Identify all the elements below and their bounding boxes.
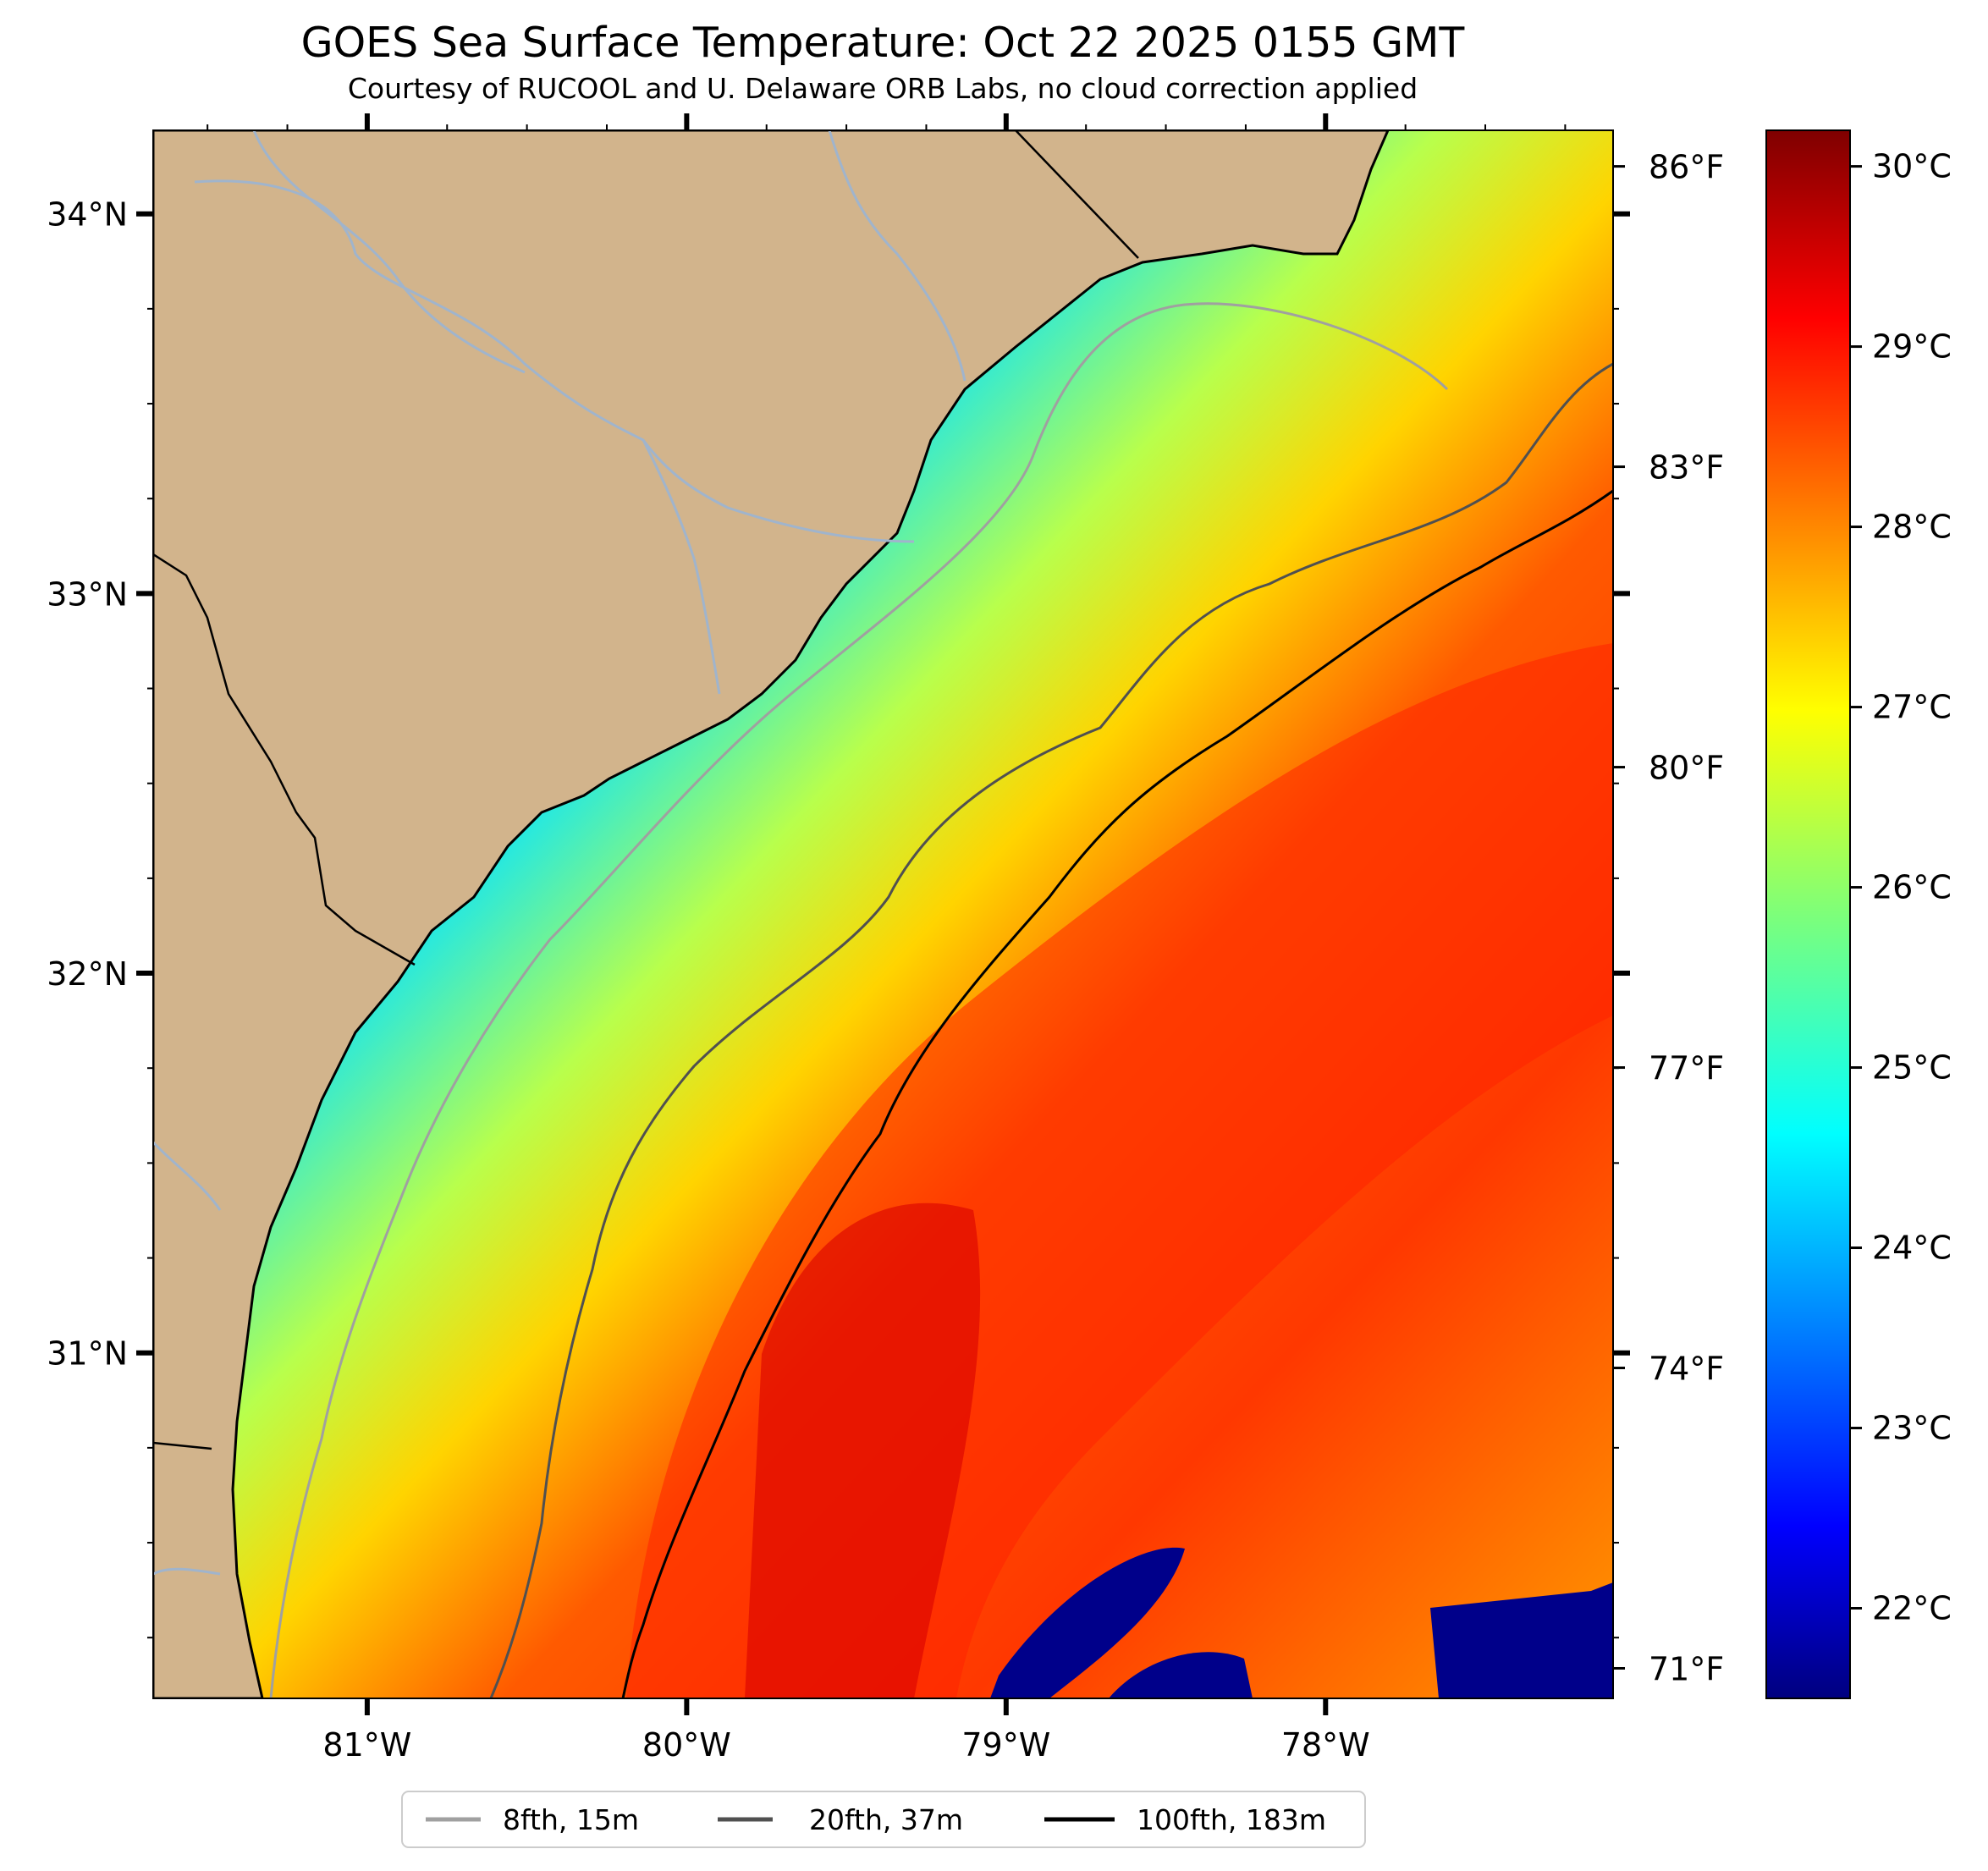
fahrenheit-tick-label: 77°F — [1649, 1050, 1724, 1087]
land-mass — [153, 130, 1390, 1698]
celsius-scale: 30°C 29°C 28°C 27°C 26°C 25°C 24°C 23°C 22°C — [1850, 148, 1952, 1627]
cold-patch-south-2 — [1109, 1652, 1253, 1698]
colorbar-tick-label: 28°C — [1872, 509, 1952, 546]
colorbar-tick-label: 23°C — [1872, 1410, 1952, 1447]
colorbar-tick-label: 30°C — [1872, 148, 1952, 185]
colorbar-tick-label: 27°C — [1872, 689, 1952, 726]
lon-tick-label: 79°W — [961, 1726, 1050, 1764]
colorbar — [1765, 129, 1851, 1699]
contour-20fth — [489, 362, 1613, 1698]
figure-title: GOES Sea Surface Temperature: Oct 22 202… — [301, 19, 1466, 67]
lon-tick-label: 80°W — [642, 1726, 731, 1764]
fahrenheit-tick-label: 74°F — [1649, 1351, 1724, 1388]
fahrenheit-tick-label: 71°F — [1649, 1651, 1724, 1688]
colorbar-tick-label: 29°C — [1872, 328, 1952, 366]
contour-8fth — [269, 302, 1449, 1698]
lat-tick-label: 32°N — [47, 955, 128, 993]
cold-patch-southeast — [1430, 1582, 1613, 1698]
lon-tick-labels: 81°W 80°W 79°W 78°W — [322, 1726, 1369, 1764]
state-border-ga-fl — [153, 1441, 212, 1450]
warm-eddy — [745, 1202, 981, 1698]
cold-patch-south — [990, 1547, 1185, 1698]
state-border-sc-ga — [153, 553, 416, 966]
map-frame — [152, 129, 1614, 1699]
colorbar-tick-label: 24°C — [1872, 1230, 1952, 1267]
fahrenheit-tick-label: 83°F — [1649, 449, 1724, 487]
legend-label-20fth: 20fth, 37m — [809, 1803, 963, 1836]
lon-tick-label: 78°W — [1281, 1726, 1370, 1764]
legend-box — [401, 1791, 1366, 1848]
colorbar-tick-label: 25°C — [1872, 1049, 1952, 1087]
lat-tick-label: 31°N — [47, 1335, 128, 1373]
map-ticks — [136, 113, 1630, 1715]
lat-tick-labels: 34°N 33°N 32°N 31°N — [47, 196, 128, 1373]
fahrenheit-scale: 86°F 83°F 80°F 77°F 74°F 71°F — [1613, 149, 1724, 1688]
map-area — [153, 130, 1613, 1698]
legend-label-100fth: 100fth, 183m — [1137, 1803, 1326, 1836]
lon-tick-label: 81°W — [322, 1726, 411, 1764]
colorbar-tick-label: 22°C — [1872, 1590, 1952, 1627]
colorbar-tick-label: 26°C — [1872, 869, 1952, 906]
fahrenheit-tick-label: 80°F — [1649, 750, 1724, 787]
fahrenheit-tick-label: 86°F — [1649, 149, 1724, 186]
rivers — [153, 130, 966, 1576]
legend: 8fth, 15m 20fth, 37m 100fth, 183m — [401, 1791, 1366, 1848]
figure-subtitle: Courtesy of RUCOOL and U. Delaware ORB L… — [348, 72, 1418, 105]
lat-tick-label: 33°N — [47, 575, 128, 613]
contour-100fth — [621, 489, 1613, 1698]
legend-label-8fth: 8fth, 15m — [503, 1803, 639, 1836]
lat-tick-label: 34°N — [47, 196, 128, 234]
state-border-nc-sc — [1015, 130, 1139, 259]
